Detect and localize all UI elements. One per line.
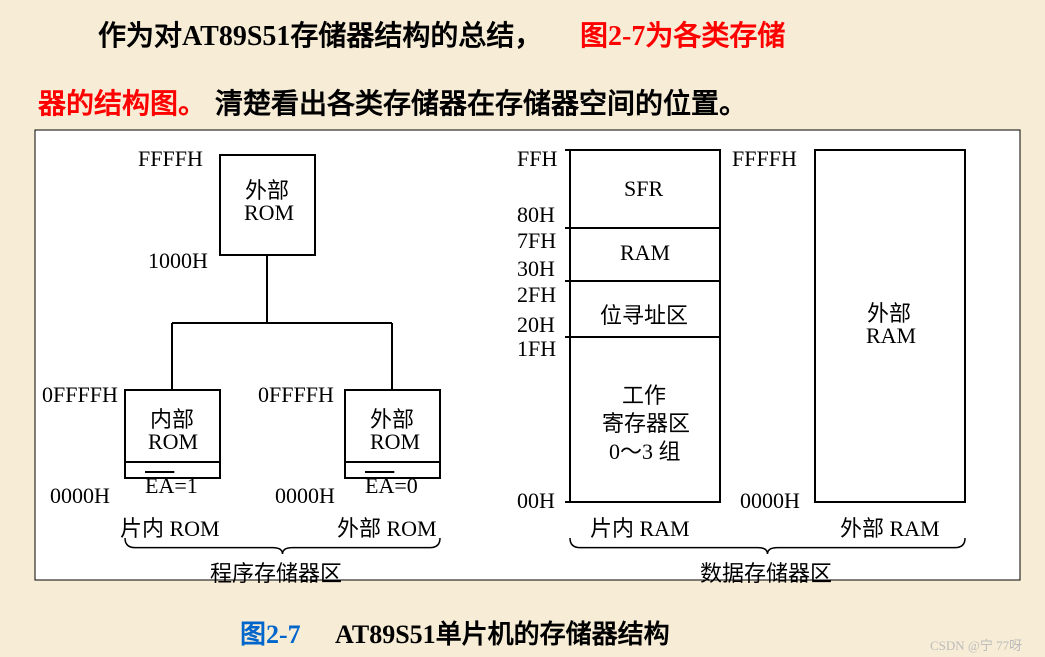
ea-right: EA=0 [365,473,418,499]
lbl-h2f: 2FH [517,282,556,308]
caption-text: AT89S51单片机的存储器结构 [335,614,670,651]
lbl-ram: RAM [620,240,670,266]
lbl-offffhR: 0FFFFH [258,382,334,408]
lbl-h0000L: 0000H [50,483,110,509]
lbl-extRam2: RAM [866,323,916,349]
lbl-h30: 30H [517,256,555,282]
lbl-dataArea: 数据存储器区 [700,556,832,588]
intro-2a: 器的结构图。 [38,82,206,122]
lbl-chipOutRam: 外部 RAM [840,511,940,543]
lbl-ffffh1: FFFFH [138,146,203,172]
lbl-extRom2: ROM [244,200,294,226]
ea-left: EA=1 [145,473,198,499]
intro-1a: 作为对AT89S51存储器结构的总结， [98,14,542,54]
lbl-extRomB2: ROM [370,429,420,455]
lbl-progArea: 程序存储器区 [210,556,342,588]
lbl-chipInRam: 片内 RAM [590,511,690,543]
watermark: CSDN @宁 77呀 [930,635,1022,654]
lbl-intRom2: ROM [148,429,198,455]
lbl-ffffh2: FFFFH [732,146,797,172]
lbl-ffh: FFH [517,146,557,172]
lbl-sfr: SFR [624,176,663,202]
lbl-offffhL: 0FFFFH [42,382,118,408]
lbl-h7f: 7FH [517,228,556,254]
lbl-bitaddr: 位寻址区 [600,298,688,330]
lbl-h0000R: 0000H [275,483,335,509]
lbl-h1000: 1000H [148,248,208,274]
intro-2b: 清楚看出各类存储器在存储器空间的位置。 [215,82,747,122]
lbl-h00: 00H [517,488,555,514]
lbl-h0000x: 0000H [740,488,800,514]
lbl-chipOutRom: 外部 ROM [337,511,437,543]
caption-num: 图2-7 [240,614,301,651]
lbl-chipInRom: 片内 ROM [120,511,220,543]
lbl-h80: 80H [517,202,555,228]
lbl-h1f: 1FH [517,336,556,362]
lbl-h20: 20H [517,312,555,338]
intro-1b: 图2-7为各类存储 [580,14,785,54]
lbl-wk3: 0～3 组 [609,434,681,466]
